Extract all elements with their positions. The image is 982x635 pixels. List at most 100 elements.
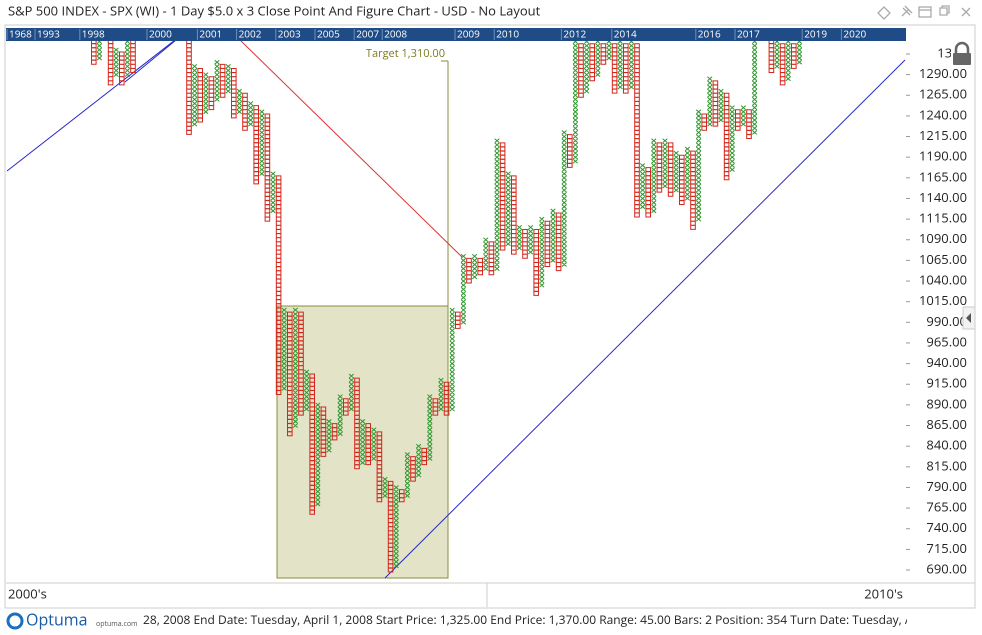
x-column	[96, 41, 103, 61]
x-tick-label: 1968	[9, 27, 32, 41]
x-column	[292, 307, 299, 428]
x-column	[382, 476, 388, 499]
o-column	[387, 480, 394, 573]
target-label: Target 1,310.00	[366, 46, 445, 61]
plot-area	[7, 41, 906, 579]
x-column	[247, 101, 254, 127]
o-column	[91, 41, 97, 65]
window-controls[interactable]	[877, 5, 971, 20]
x-column	[270, 171, 276, 214]
trend-line	[384, 59, 906, 579]
x-column	[774, 41, 780, 69]
o-column	[275, 175, 282, 395]
o-column	[219, 63, 226, 98]
x-column	[427, 394, 433, 461]
x-column	[471, 253, 478, 280]
x-column	[729, 105, 735, 172]
x-tick-label: 2016	[698, 27, 721, 41]
o-column	[119, 51, 125, 86]
x-column	[113, 47, 119, 77]
trend-line	[124, 41, 176, 83]
o-column	[343, 398, 349, 416]
x-column	[225, 64, 231, 94]
x-column	[606, 41, 612, 61]
x-column	[404, 452, 411, 499]
era-label: 2000's	[8, 584, 47, 602]
trend-line	[240, 41, 463, 258]
o-column	[197, 68, 203, 123]
y-tick-label: 690.00	[926, 560, 967, 578]
year-bar	[6, 28, 906, 41]
o-column	[309, 373, 315, 515]
x-tick-label: 1993	[37, 27, 60, 41]
o-column	[365, 423, 371, 466]
x-column	[662, 138, 668, 189]
lock-icon[interactable]	[951, 41, 973, 66]
x-column	[303, 369, 310, 412]
o-column	[287, 311, 293, 437]
o-column	[690, 150, 696, 230]
x-tick-label: 2002	[239, 27, 262, 41]
o-column	[589, 43, 595, 82]
o-column	[701, 113, 707, 131]
brand-url: optuma.com	[96, 620, 138, 629]
y-tick-label: 915.00	[926, 374, 967, 392]
y-tick-label: 715.00	[926, 539, 967, 557]
x-column	[259, 109, 265, 177]
x-column	[214, 59, 220, 102]
o-column	[242, 92, 248, 131]
x-tick-label: 2014	[614, 27, 637, 41]
status-text: 28, 2008 End Date: Tuesday, April 1, 200…	[143, 611, 982, 628]
o-column	[623, 43, 629, 94]
x-column	[516, 225, 523, 251]
y-tick-label: 740.00	[926, 518, 967, 536]
x-tick-label: 2012	[563, 27, 586, 41]
o-column	[645, 167, 651, 218]
x-column	[449, 307, 455, 412]
o-column	[533, 229, 539, 296]
o-column	[399, 489, 405, 503]
x-column	[415, 443, 422, 478]
o-column	[679, 154, 685, 206]
logo: Optuma optuma.com	[6, 608, 138, 630]
x-column	[494, 138, 500, 271]
y-tick-label: 990.00	[926, 312, 967, 330]
x-column	[359, 419, 366, 466]
x-tick-label: 2003	[278, 27, 301, 41]
x-column	[315, 402, 321, 507]
o-column	[600, 43, 607, 65]
x-tick-label: 2005	[317, 27, 340, 41]
o-column	[667, 142, 674, 197]
columns	[91, 41, 803, 573]
y-tick-label: 1115.00	[919, 209, 967, 227]
x-column	[203, 72, 209, 115]
x-column	[348, 373, 355, 412]
o-column	[130, 41, 136, 73]
o-column	[488, 241, 495, 276]
o-column	[656, 142, 663, 193]
o-column	[723, 92, 730, 181]
o-column	[578, 43, 584, 98]
x-column	[595, 41, 601, 77]
era-label: 2010's	[864, 584, 903, 602]
x-column	[673, 150, 679, 193]
x-column	[639, 163, 646, 210]
x-tick-label: 2020	[843, 27, 866, 41]
x-tick-label: 1998	[82, 27, 105, 41]
collapse-button[interactable]	[962, 306, 976, 330]
brand: Optuma	[26, 608, 87, 630]
x-column	[751, 41, 758, 135]
o-column	[768, 41, 775, 73]
x-column	[393, 485, 399, 569]
trend-line	[7, 41, 175, 172]
o-column	[432, 398, 439, 416]
y-tick-label: 890.00	[926, 394, 967, 412]
x-column	[539, 216, 545, 288]
o-column	[107, 41, 114, 86]
x-column	[527, 225, 534, 255]
y-tick-label: 840.00	[926, 436, 967, 454]
o-column	[331, 423, 338, 441]
o-column	[298, 311, 304, 416]
x-column	[505, 171, 511, 247]
x-column	[561, 130, 567, 267]
